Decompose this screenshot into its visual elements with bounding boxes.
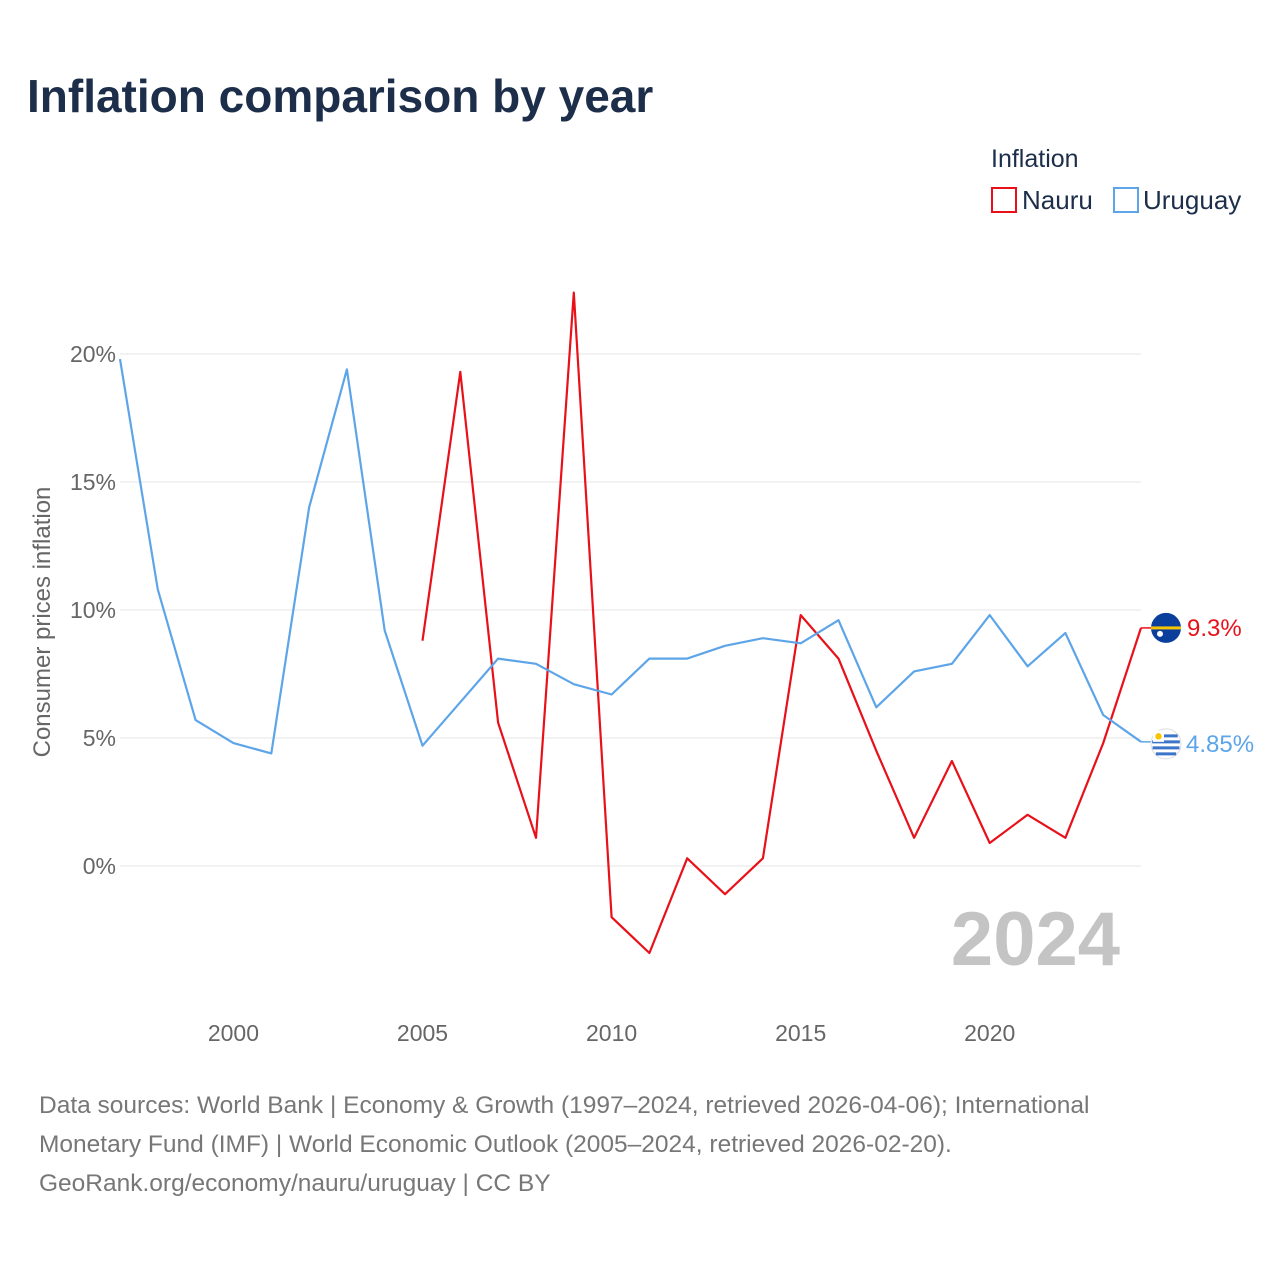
x-tick-label: 2015 [775, 1020, 826, 1046]
y-axis-label: Consumer prices inflation [29, 487, 56, 758]
legend-title: Inflation [991, 145, 1079, 173]
x-tick-label: 2010 [586, 1020, 637, 1046]
x-axis-ticks: 2000 2005 2010 2015 2020 [208, 1020, 1015, 1046]
y-tick-label: 0% [83, 853, 116, 879]
end-markers: 9.3% 4.85% [1141, 612, 1254, 760]
legend-swatch-nauru[interactable] [991, 187, 1017, 213]
legend-label-nauru[interactable]: Nauru [1022, 185, 1093, 215]
y-tick-label: 5% [83, 725, 116, 751]
year-watermark: 2024 [951, 897, 1120, 982]
series-line-uruguay[interactable] [118, 358, 1142, 755]
chart-title: Inflation comparison by year [27, 70, 653, 122]
source-line-3[interactable]: GeoRank.org/economy/nauru/uruguay | CC B… [39, 1170, 551, 1197]
source-line-1: Data sources: World Bank | Economy & Gro… [39, 1092, 1089, 1119]
y-axis-ticks: 0% 5% 10% 15% 20% [70, 341, 116, 879]
legend: Inflation Nauru Uruguay [991, 145, 1241, 215]
gridlines [120, 353, 1141, 867]
source-line-2: Monetary Fund (IMF) | World Economic Out… [39, 1131, 952, 1158]
y-tick-label: 20% [70, 341, 116, 367]
y-tick-label: 10% [70, 597, 116, 623]
series-line-nauru[interactable] [421, 291, 1143, 955]
series-lines [118, 291, 1143, 955]
end-marker-uruguay: 4.85% [1141, 728, 1254, 760]
nauru-flag-stripe [1151, 626, 1181, 630]
x-tick-label: 2000 [208, 1020, 259, 1046]
x-tick-label: 2020 [964, 1020, 1015, 1046]
y-tick-label: 15% [70, 469, 116, 495]
legend-label-uruguay[interactable]: Uruguay [1143, 185, 1241, 215]
nauru-flag-star [1157, 630, 1163, 637]
source-footer: Data sources: World Bank | Economy & Gro… [39, 1092, 1089, 1197]
legend-swatch-uruguay[interactable] [1113, 187, 1139, 213]
end-label-uruguay: 4.85% [1186, 731, 1254, 758]
end-label-nauru: 9.3% [1187, 615, 1242, 642]
x-tick-label: 2005 [397, 1020, 448, 1046]
end-marker-nauru: 9.3% [1141, 612, 1242, 643]
uruguay-flag-sun [1155, 733, 1162, 740]
